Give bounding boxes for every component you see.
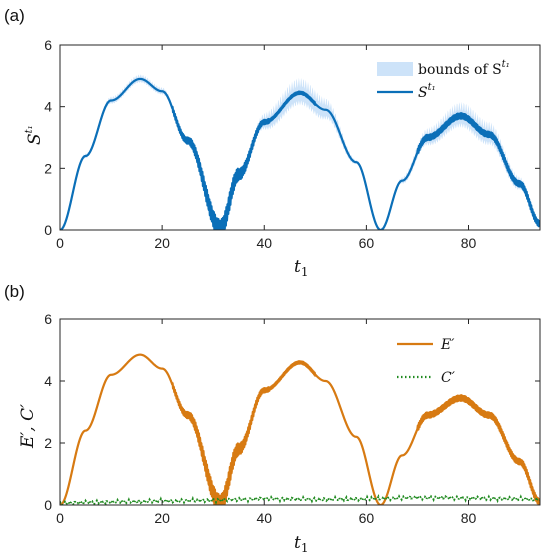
a-xtick-label-4: 80 [461,235,477,251]
e-prime-line [60,353,540,505]
legend-line-label: St₁ [418,82,436,101]
legend-band-label: bounds of St₁ [418,59,510,78]
x-axis-label-b: t1 [294,533,308,555]
ticks-b: 0 20 40 60 80 0 2 4 6 [44,311,540,526]
a-ytick-label-0: 0 [44,222,52,238]
panel-b-label: (b) [4,282,25,301]
b-xtick-label-1: 20 [154,510,170,526]
b-ytick-label-2: 4 [44,373,52,389]
y-axis-label-b: E′, C′ [18,404,38,449]
b-xtick-label-0: 0 [56,510,64,526]
s-t1-series [60,77,540,230]
a-xtick-label-1: 20 [154,235,170,251]
c-prime-series [60,493,540,505]
b-ytick-label-0: 0 [44,497,52,513]
bounds-band-area [60,74,540,230]
panel-b: 0 20 40 60 80 0 2 4 6 t1 E′, C′ E′ C′ [18,311,541,555]
panel-a-label: (a) [4,6,25,25]
ticks-a: 0 20 40 60 80 0 2 4 6 [44,37,540,251]
axes-frame-b [59,318,541,506]
x-axis-label-a: t1 [294,257,308,279]
legend-a: bounds of St₁ St₁ [377,59,510,101]
legend-c-label: C′ [441,370,456,386]
a-xtick-label-3: 60 [359,235,375,251]
legend-e-label: E′ [440,337,455,353]
b-ytick-label-1: 2 [44,435,52,451]
legend-band-swatch [377,62,413,76]
a-ytick-label-1: 2 [44,160,52,176]
c-prime-line [60,493,540,505]
b-xtick-label-3: 60 [359,510,375,526]
legend-b: E′ C′ [397,337,456,386]
a-xtick-label-0: 0 [56,235,64,251]
e-prime-series [60,353,540,505]
a-xtick-label-2: 40 [256,235,272,251]
s-t1-line [60,77,540,230]
panel-a: 0 20 40 60 80 0 2 4 6 t1 St₁ bounds of St₁ St₁ [24,37,541,279]
b-xtick-label-4: 80 [461,510,477,526]
axes-frame-a [59,44,541,231]
a-ytick-label-3: 6 [44,37,52,53]
a-ytick-label-2: 4 [44,99,52,115]
b-ytick-label-3: 6 [44,311,52,327]
b-xtick-label-2: 40 [256,510,272,526]
bounds-band [60,74,540,230]
y-axis-label-a: St₁ [24,125,45,145]
